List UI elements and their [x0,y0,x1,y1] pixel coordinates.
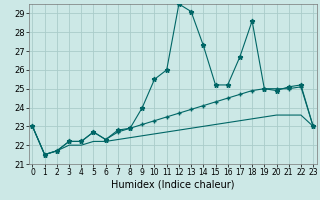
X-axis label: Humidex (Indice chaleur): Humidex (Indice chaleur) [111,180,235,190]
